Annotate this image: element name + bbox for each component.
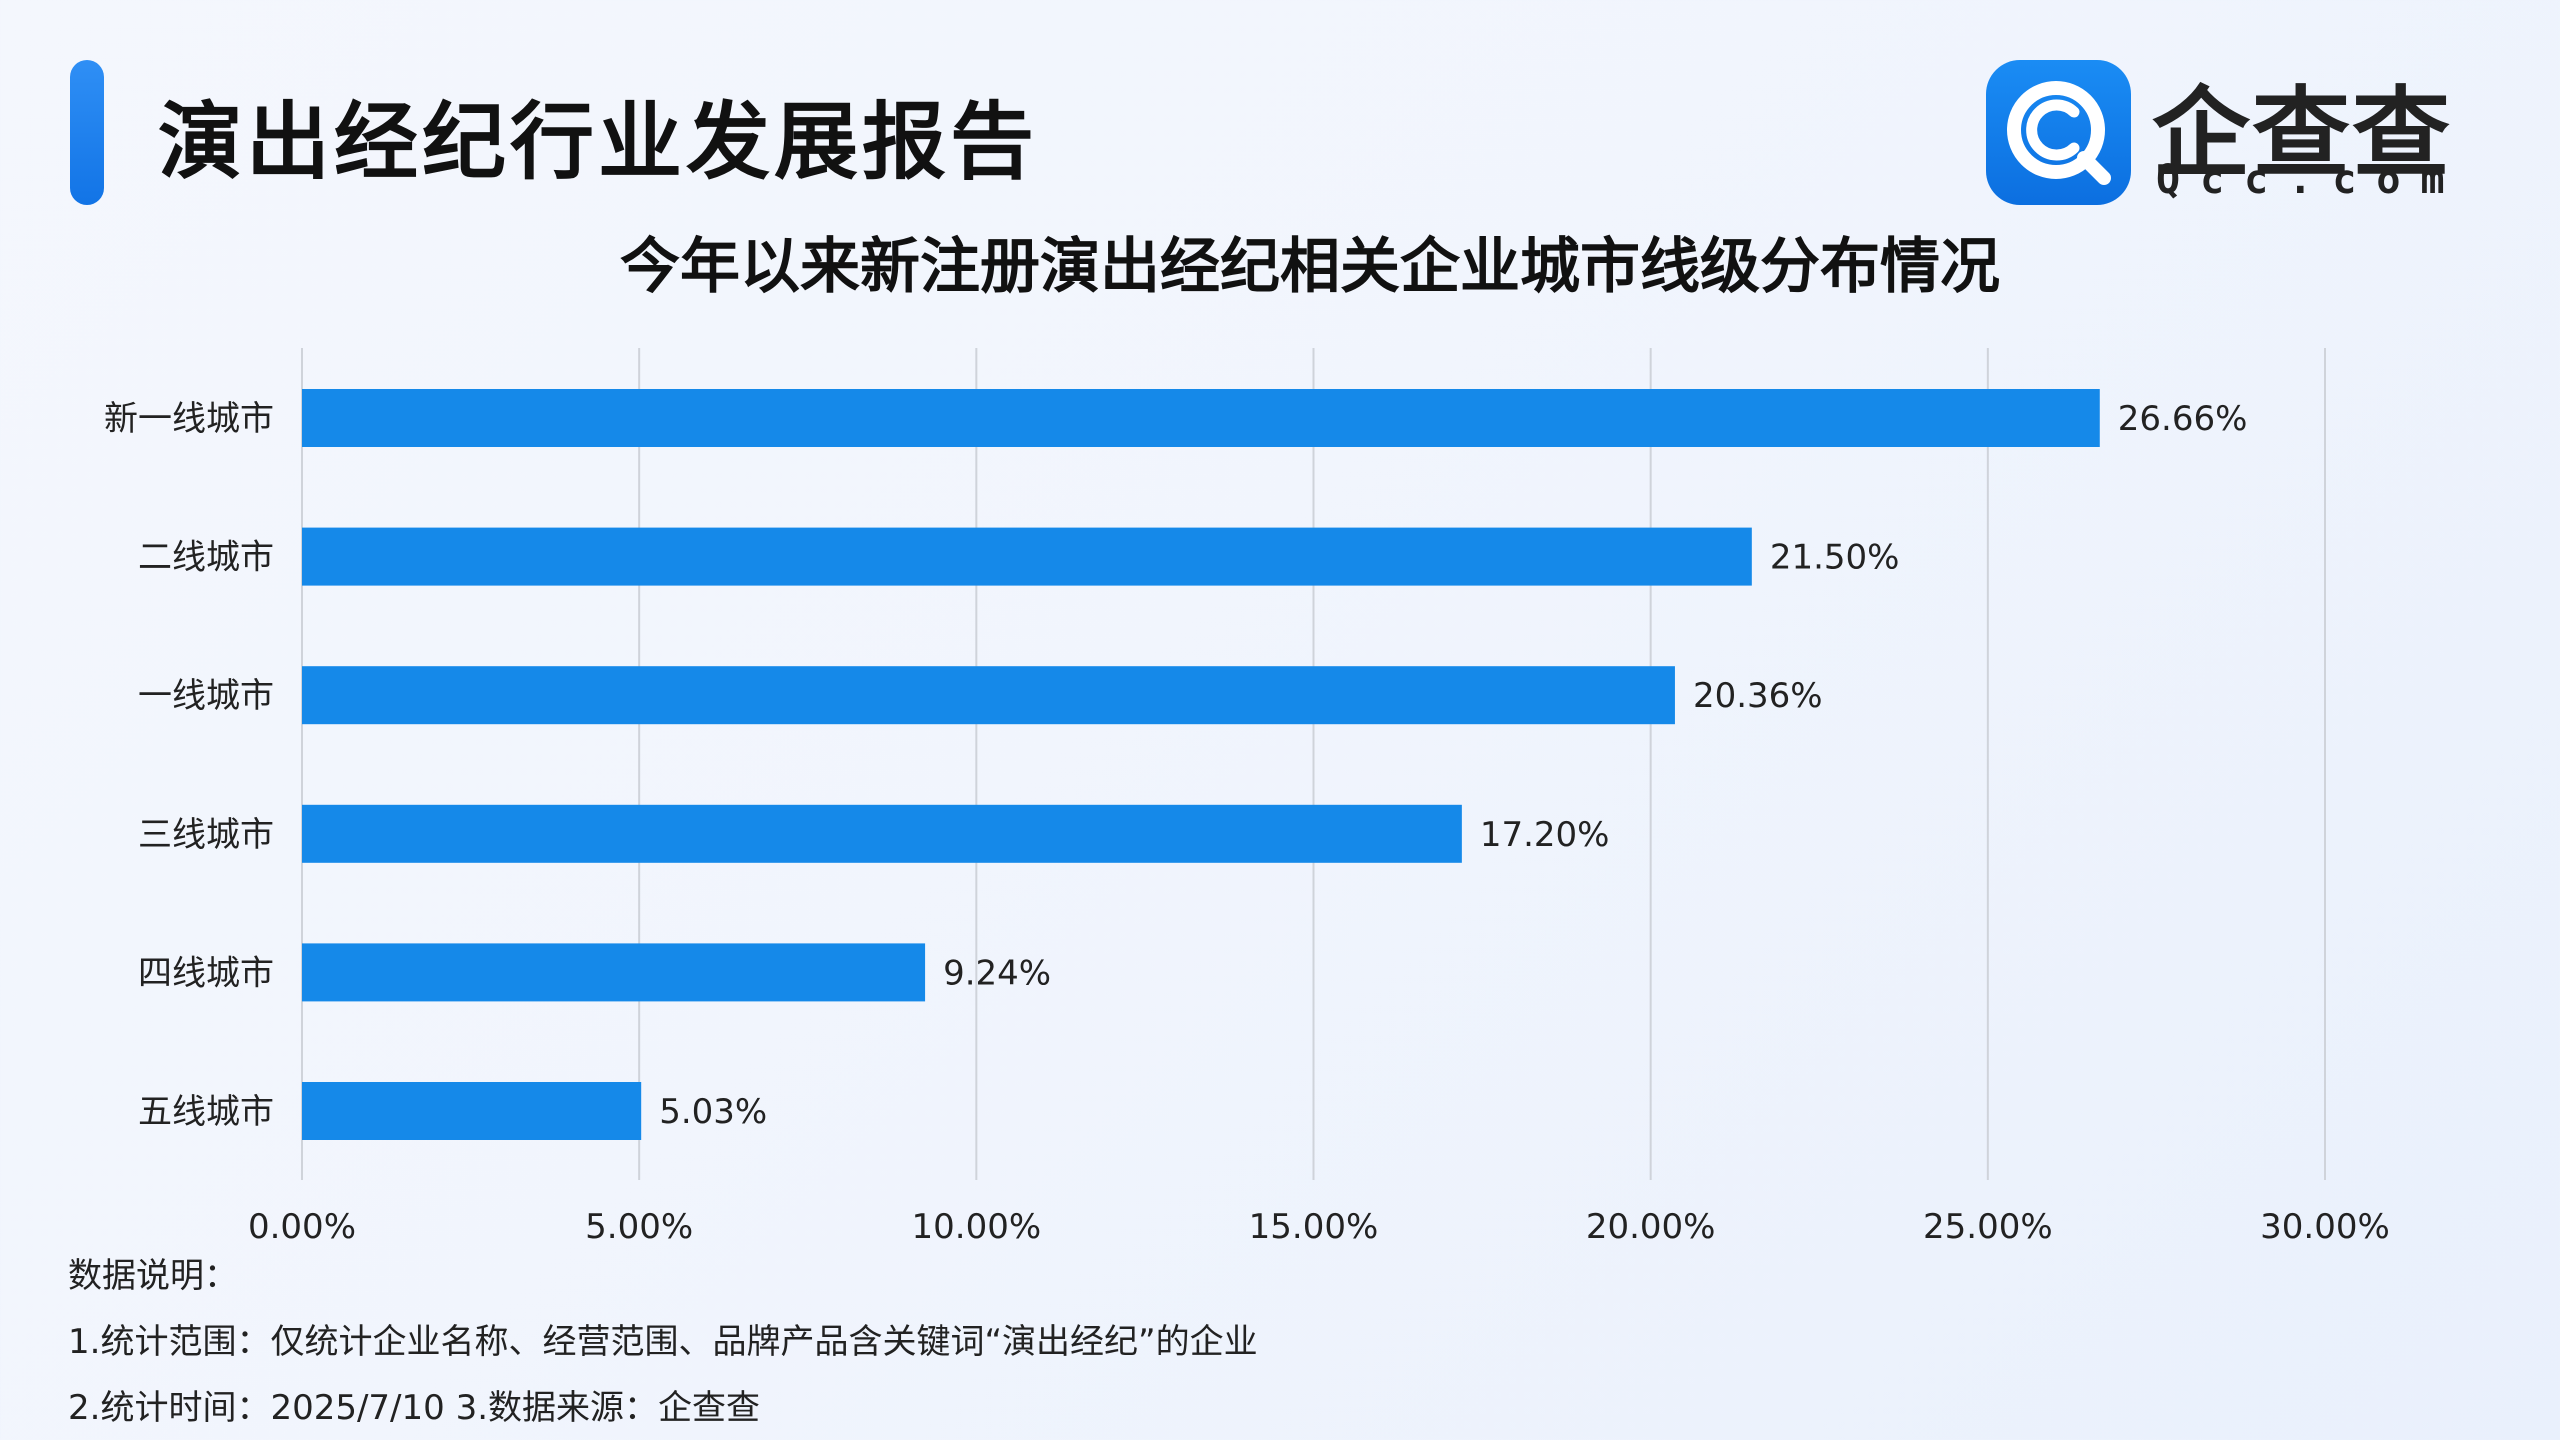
chart-title: 今年以来新注册演出经纪相关企业城市线级分布情况 — [620, 232, 2000, 302]
bar — [302, 804, 1462, 863]
bar — [302, 1082, 642, 1140]
report-title: 演出经纪行业发展报告 — [158, 93, 1039, 191]
bar — [302, 389, 2100, 447]
data-label: 26.66% — [2118, 399, 2248, 439]
data-label: 5.03% — [659, 1092, 767, 1132]
category-label: 二线城市 — [138, 538, 274, 578]
category-label: 新一线城市 — [104, 399, 274, 439]
logo-brand-name: 企查查 — [2152, 77, 2453, 191]
x-tick-label: 5.00% — [585, 1207, 693, 1247]
category-label: 三线城市 — [138, 815, 274, 855]
category-label: 一线城市 — [138, 676, 274, 716]
x-tick-label: 25.00% — [1923, 1207, 2053, 1247]
notes-line-2: 2.统计时间：2025/7/10 3.数据来源：企查查 — [68, 1388, 761, 1428]
x-tick-label: 15.00% — [1249, 1207, 1379, 1247]
x-tick-label: 10.00% — [912, 1207, 1042, 1247]
notes-line-1: 1.统计范围：仅统计企业名称、经营范围、品牌产品含关键词“演出经纪”的企业 — [68, 1322, 1258, 1362]
qcc-logo: 企查查 Qcc.com — [1986, 60, 2506, 210]
data-label: 21.50% — [1770, 538, 1900, 578]
data-label: 20.36% — [1693, 676, 1823, 716]
data-label: 17.20% — [1480, 815, 1610, 855]
x-tick-label: 30.00% — [2260, 1207, 2390, 1247]
category-label: 四线城市 — [138, 953, 274, 993]
logo-domain: Qcc.com — [2156, 157, 2465, 203]
notes-heading: 数据说明： — [68, 1256, 238, 1296]
data-label: 9.24% — [943, 953, 1051, 993]
x-tick-label: 0.00% — [248, 1207, 356, 1247]
category-label: 五线城市 — [138, 1092, 274, 1132]
x-tick-label: 20.00% — [1586, 1207, 1716, 1247]
bar — [302, 527, 1752, 586]
title-accent-bar — [70, 60, 104, 205]
bar — [302, 943, 926, 1002]
qcc-logo-icon — [1986, 60, 2131, 205]
bar — [302, 666, 1675, 725]
